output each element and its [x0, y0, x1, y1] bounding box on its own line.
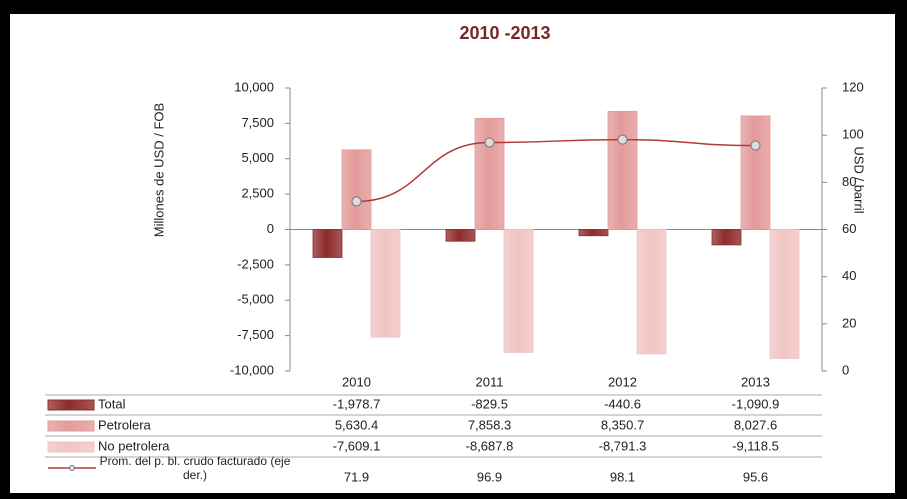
table-value: 8,350.7 — [601, 417, 644, 432]
bar — [312, 229, 343, 258]
y-axis-label: Millones de USD / FOB — [151, 103, 166, 237]
legend-key — [47, 441, 95, 453]
y-tick-label: 7,500 — [241, 115, 274, 130]
legend-key-marker — [69, 465, 75, 471]
bar — [740, 115, 771, 230]
marker — [351, 196, 362, 207]
x-tick-label: 2010 — [342, 374, 371, 389]
legend-label: No petrolera — [98, 438, 170, 453]
y2-tick-label: 20 — [842, 315, 856, 330]
table-value: 96.9 — [477, 469, 502, 484]
marker — [750, 140, 761, 151]
bar — [341, 149, 372, 230]
bar — [711, 229, 742, 246]
bar — [370, 229, 401, 338]
marker — [484, 137, 495, 148]
y-tick-label: 5,000 — [241, 150, 274, 165]
y-tick-label: 2,500 — [241, 186, 274, 201]
bar — [607, 110, 638, 230]
line — [356, 138, 756, 203]
bar — [636, 229, 667, 355]
y2-tick-label: 40 — [842, 268, 856, 283]
y2-tick-label: 120 — [842, 79, 864, 94]
table-value: 8,027.6 — [734, 417, 777, 432]
bar — [578, 229, 609, 237]
bar — [474, 117, 505, 230]
x-tick-label: 2011 — [476, 374, 504, 389]
y2-axis-label: USD / barril — [852, 146, 867, 213]
table-value: -8,687.8 — [466, 438, 514, 453]
table-value: -440.6 — [604, 396, 641, 411]
y-tick-label: -7,500 — [237, 327, 274, 342]
y2-tick-label: 80 — [842, 174, 856, 189]
table-value: -1,978.7 — [333, 396, 381, 411]
y2-tick-label: 60 — [842, 221, 856, 236]
legend-label-box: Prom. del p. bl. crudo facturado (eje de… — [99, 454, 291, 482]
table-value: 7,858.3 — [468, 417, 511, 432]
table-value: 71.9 — [344, 469, 369, 484]
x-tick-label: 2013 — [741, 374, 770, 389]
bar — [769, 229, 800, 359]
table-value: 98.1 — [610, 469, 635, 484]
legend-label: Total — [98, 396, 126, 411]
background — [10, 14, 895, 493]
y-tick-label: 10,000 — [234, 79, 274, 94]
table-value: -8,791.3 — [599, 438, 647, 453]
bar — [445, 229, 476, 242]
table-value: -829.5 — [471, 396, 508, 411]
y-tick-label: -10,000 — [230, 362, 274, 377]
marker — [617, 134, 628, 145]
table-value: -7,609.1 — [333, 438, 381, 453]
legend-label: Petrolera — [98, 417, 152, 432]
legend-label: Prom. del p. bl. crudo facturado (eje de… — [99, 454, 291, 482]
table-value: 95.6 — [743, 469, 768, 484]
y2-tick-label: 100 — [842, 127, 864, 142]
y-tick-label: 0 — [267, 221, 274, 236]
table-value: 5,630.4 — [335, 417, 378, 432]
chart-title: 2010 -2013 — [459, 23, 550, 43]
y2-tick-label: 0 — [842, 362, 849, 377]
bar — [503, 229, 534, 353]
legend-key — [47, 420, 95, 432]
legend-key — [47, 399, 95, 411]
x-tick-label: 2012 — [608, 374, 637, 389]
y-tick-label: -5,000 — [237, 292, 274, 307]
y-tick-label: -2,500 — [237, 256, 274, 271]
table-value: -9,118.5 — [732, 438, 779, 453]
table-value: -1,090.9 — [732, 396, 780, 411]
